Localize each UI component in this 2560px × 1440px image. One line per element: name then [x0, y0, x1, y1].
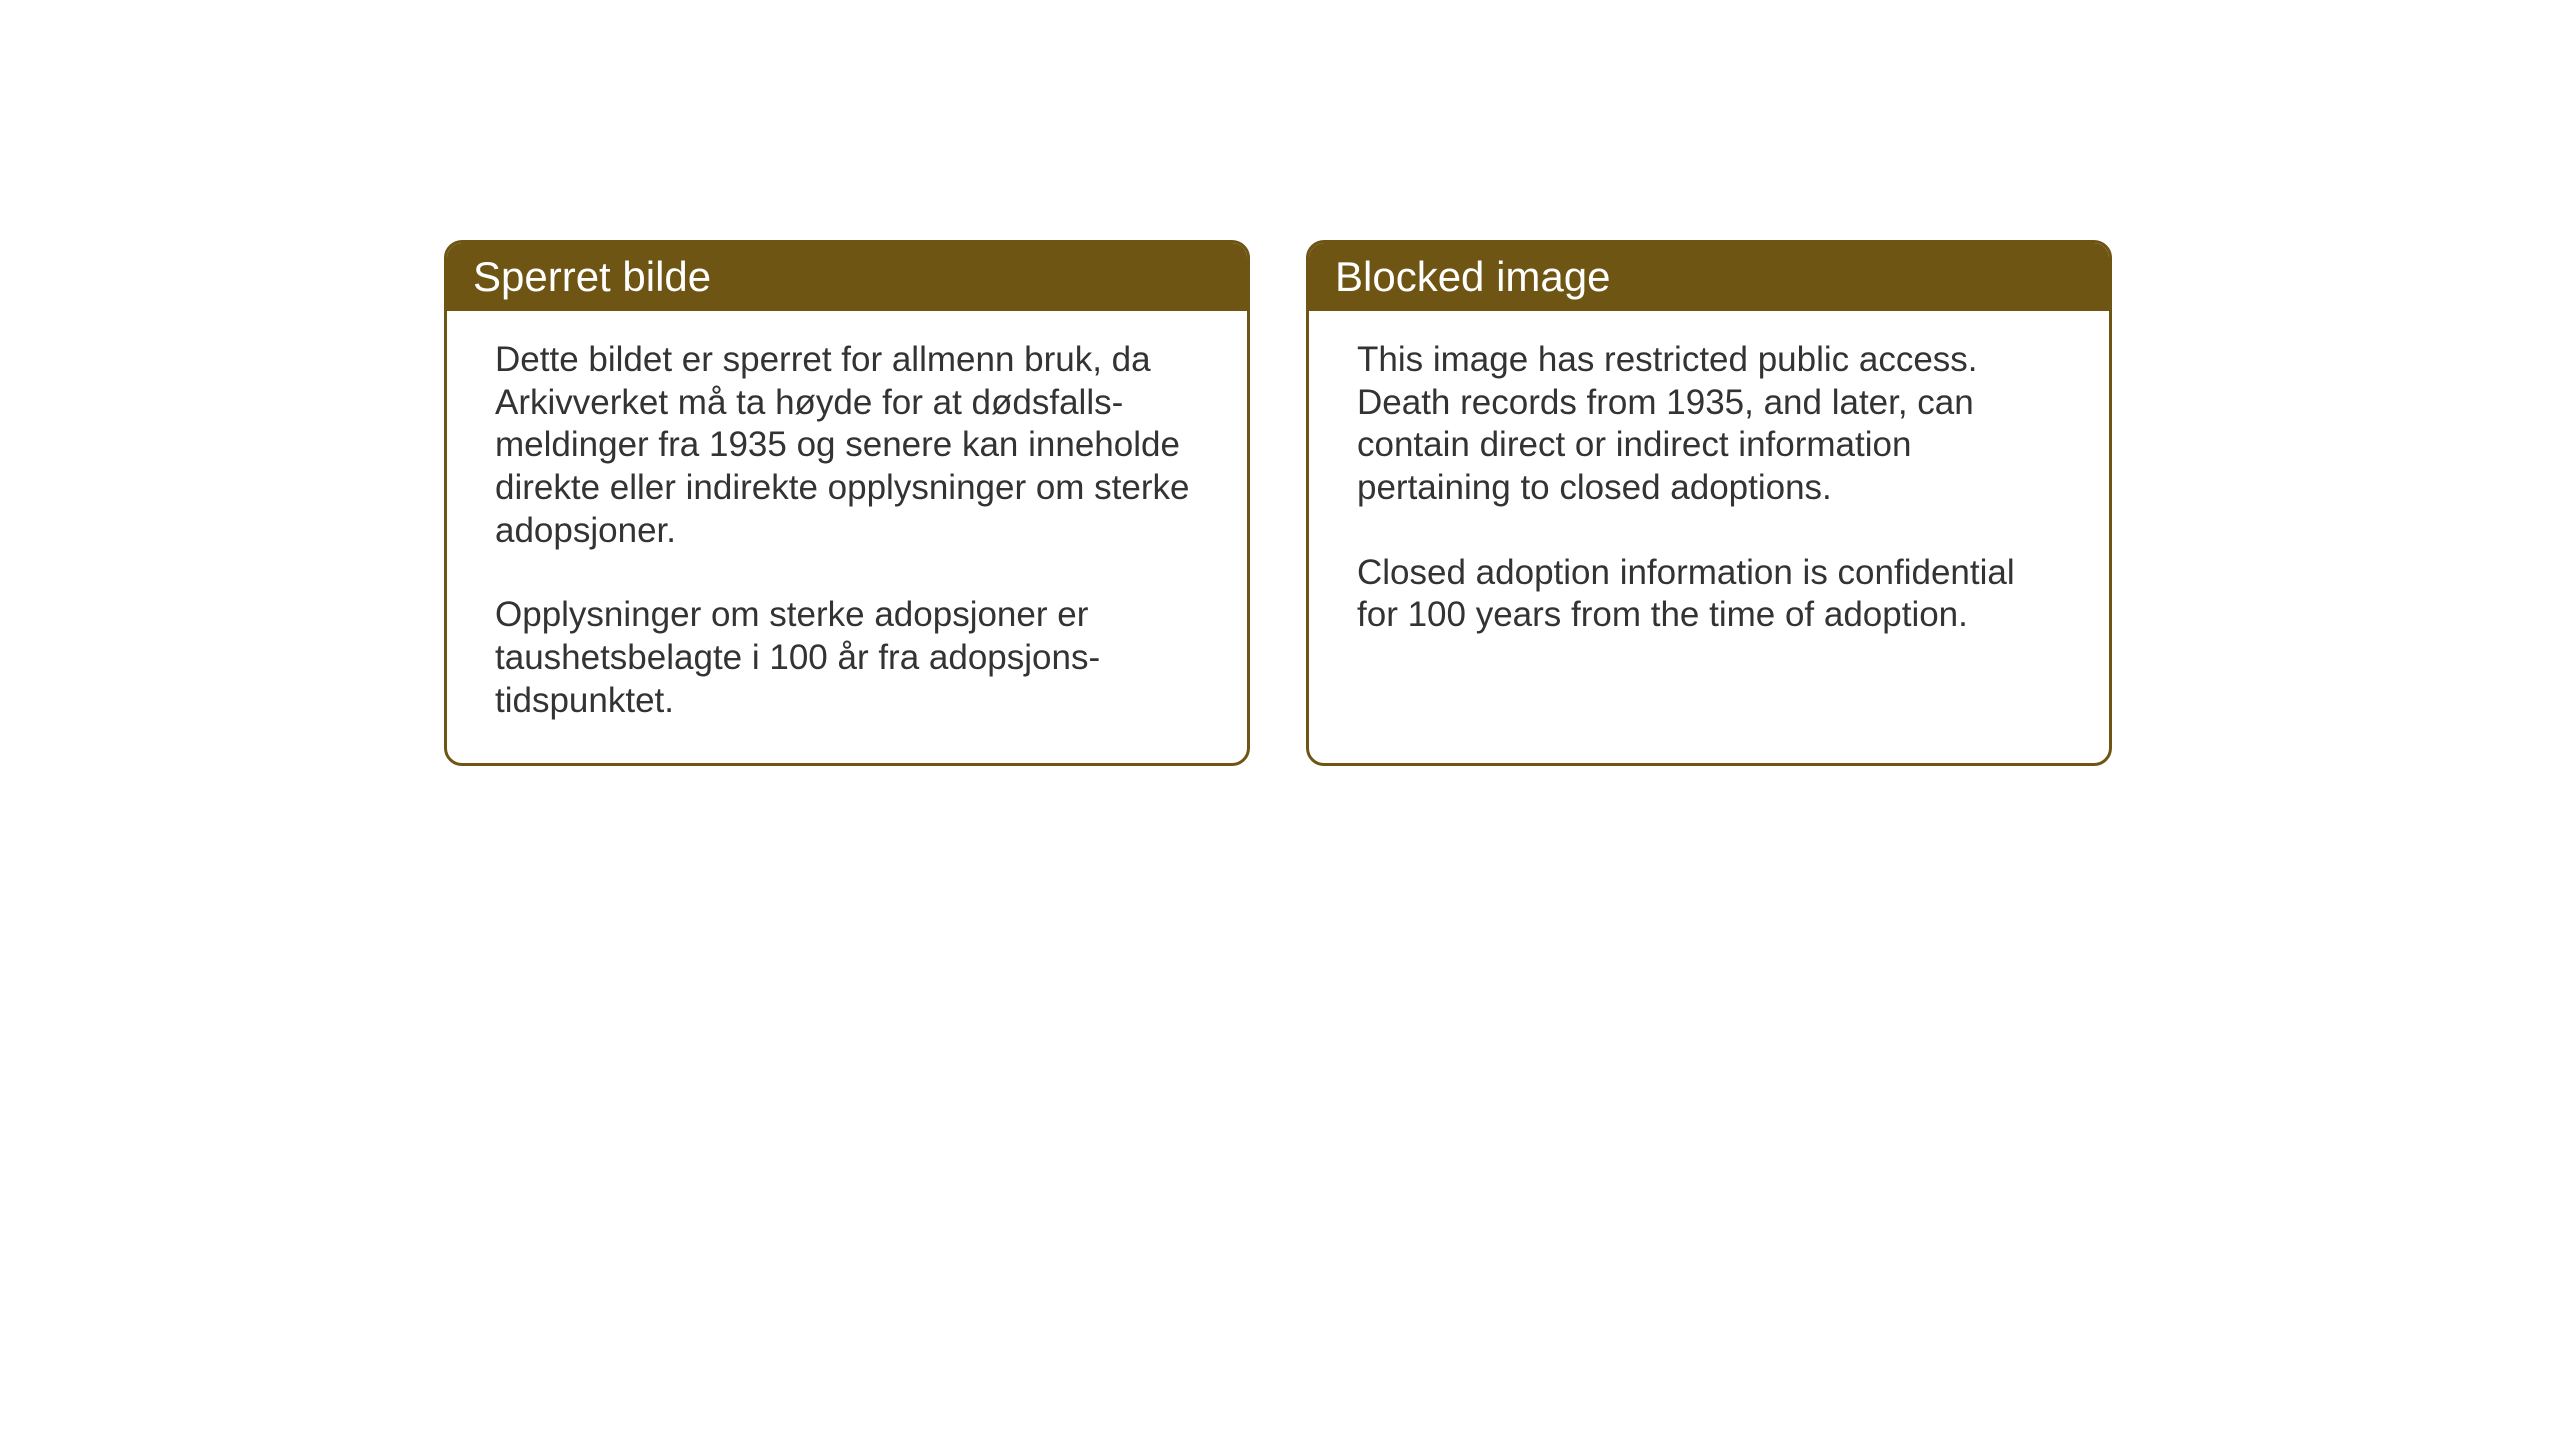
card-body-norwegian: Dette bildet er sperret for allmenn bruk… — [447, 311, 1247, 763]
card-title: Sperret bilde — [473, 253, 711, 300]
card-paragraph: This image has restricted public access.… — [1357, 339, 2061, 510]
card-title: Blocked image — [1335, 253, 1610, 300]
card-header-english: Blocked image — [1309, 243, 2109, 311]
cards-container: Sperret bilde Dette bildet er sperret fo… — [444, 240, 2112, 766]
card-header-norwegian: Sperret bilde — [447, 243, 1247, 311]
card-paragraph: Closed adoption information is confident… — [1357, 552, 2061, 637]
card-body-english: This image has restricted public access.… — [1309, 311, 2109, 677]
card-paragraph: Opplysninger om sterke adopsjoner er tau… — [495, 594, 1199, 722]
card-english: Blocked image This image has restricted … — [1306, 240, 2112, 766]
card-paragraph: Dette bildet er sperret for allmenn bruk… — [495, 339, 1199, 552]
card-norwegian: Sperret bilde Dette bildet er sperret fo… — [444, 240, 1250, 766]
